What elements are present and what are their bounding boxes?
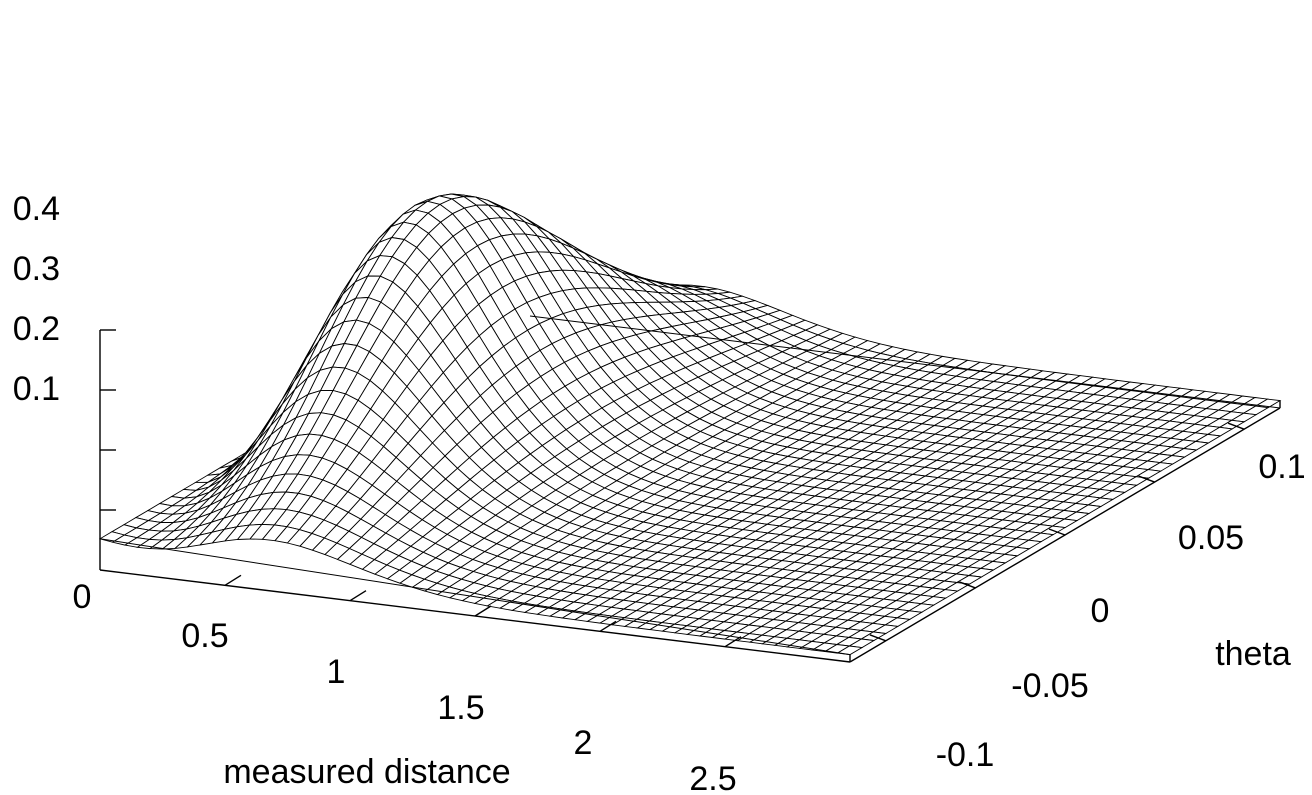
back-right-floor: [529, 315, 1281, 409]
y-tick-label-0: 0: [1091, 592, 1110, 630]
y-tick--0.05: [959, 581, 976, 589]
z-tick-label-0.3: 0.3: [13, 250, 60, 288]
tick-marks: [100, 329, 1245, 648]
y-tick-0.1: [1227, 422, 1245, 430]
x-tick-label-1: 1: [327, 653, 346, 691]
y-tick-0: [1048, 528, 1066, 536]
x-tick-1.5: [474, 605, 492, 617]
z-tick-label-0.2: 0.2: [13, 310, 60, 348]
x-tick-0.5: [224, 574, 242, 586]
surface-mesh: [98, 193, 1282, 656]
x-tick-label-2.5: 2.5: [689, 760, 736, 795]
z-tick-label-0.4: 0.4: [13, 190, 60, 228]
x-tick-label-0.5: 0.5: [181, 617, 228, 655]
y-tick-0.05: [1138, 475, 1155, 483]
z-tick-label-0.1: 0.1: [13, 370, 60, 408]
y-tick-label-0.1: 0.1: [1258, 448, 1305, 486]
x-tick-label-0: 0: [73, 578, 92, 616]
y-tick-label-neg-0.1: -0.1: [936, 736, 995, 774]
x-tick-1: [349, 590, 367, 602]
x-axis-label: measured distance: [223, 753, 510, 791]
x-tick-label-2: 2: [574, 724, 593, 762]
y-tick--0.1: [869, 634, 887, 642]
y-tick-label-neg-0.05: -0.05: [1011, 667, 1089, 705]
y-axis-label: theta: [1215, 635, 1291, 673]
x-tick-label-1.5: 1.5: [437, 689, 484, 727]
x-tick-2.5: [724, 636, 742, 648]
x-tick-2: [599, 620, 617, 632]
y-tick-label-0.05: 0.05: [1178, 519, 1244, 557]
front-left-edge-top: [99, 538, 851, 656]
